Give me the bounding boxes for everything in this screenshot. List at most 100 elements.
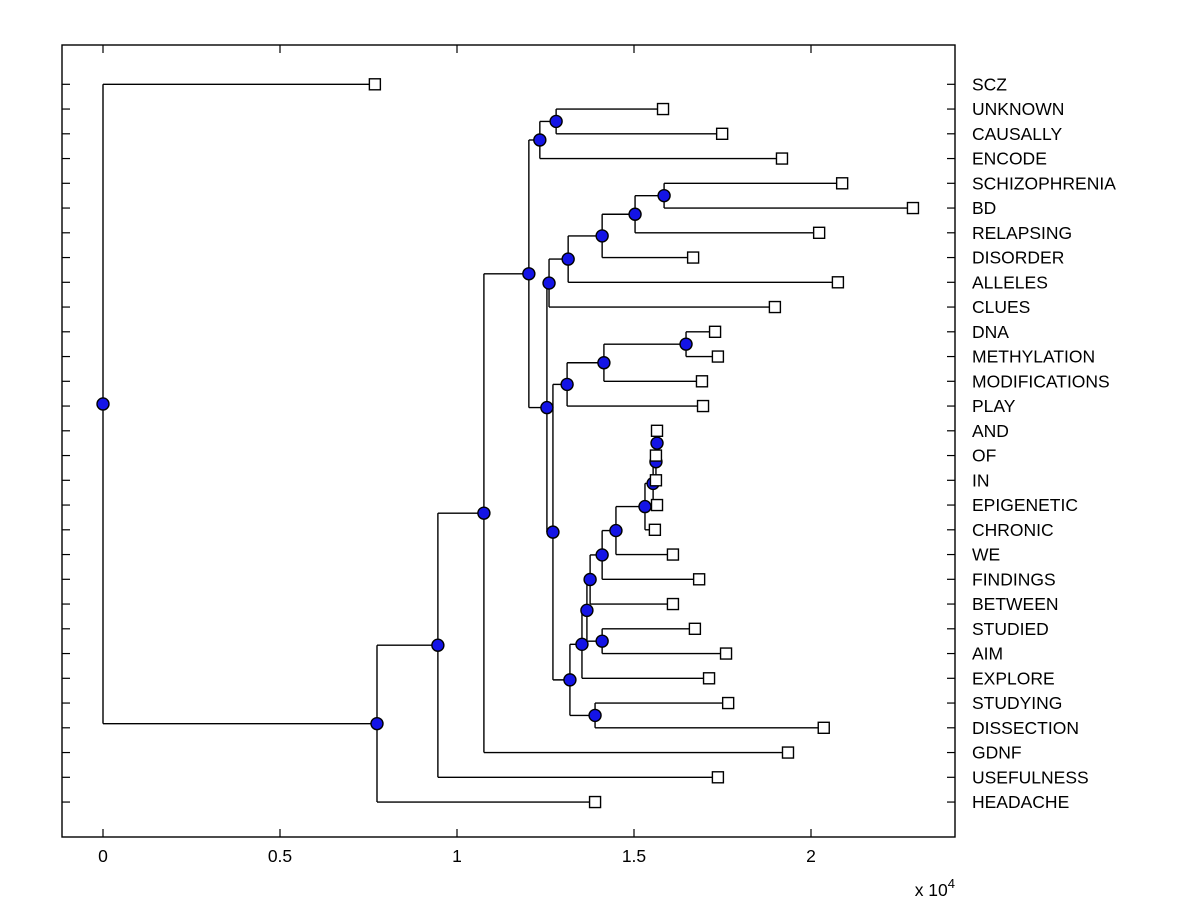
leaf-square-studying[interactable]	[721, 696, 735, 710]
tree-node-dot-n-play-lower[interactable]	[546, 525, 560, 539]
tree-node-dot-n-disorder[interactable]	[595, 229, 609, 243]
tree-node-dot-n-usefulness[interactable]	[431, 638, 445, 652]
leaf-square-relapsing[interactable]	[812, 226, 826, 240]
leaf-square-we[interactable]	[666, 548, 680, 561]
leaf-label-encode: ENCODE	[972, 149, 1047, 169]
leaf-square-clues[interactable]	[768, 300, 782, 314]
leaf-square-usefulness[interactable]	[711, 771, 725, 784]
leaf-square-encode[interactable]	[775, 152, 789, 165]
leaf-label-between: BETWEEN	[972, 594, 1059, 614]
axis-ticks	[62, 45, 955, 837]
leaf-label-aim: AIM	[972, 644, 1003, 664]
leaf-label-explore: EXPLORE	[972, 668, 1055, 688]
leaf-label-chronic: CHRONIC	[972, 520, 1054, 540]
tree-node-dot-n-clues[interactable]	[542, 276, 556, 290]
tree-node-dot-n-gdnf[interactable]	[477, 506, 491, 520]
leaf-square-alleles[interactable]	[831, 276, 845, 289]
leaf-square-chronic[interactable]	[648, 523, 662, 536]
leaf-square-disorder[interactable]	[686, 251, 700, 264]
leaf-square-aim[interactable]	[719, 647, 733, 660]
x-tick-label-0: 0	[98, 846, 108, 866]
leaf-square-studied[interactable]	[688, 622, 702, 635]
leaf-label-modifications: MODIFICATIONS	[972, 371, 1110, 391]
leaf-label-of: OF	[972, 446, 996, 466]
tree-node-dot-n-relapsing[interactable]	[628, 207, 642, 221]
leaf-square-and[interactable]	[650, 424, 664, 437]
tree-node-dot-n-studying-dissection[interactable]	[588, 708, 602, 723]
leaf-label-epigenetic: EPIGENETIC	[972, 495, 1078, 515]
x-tick-label-1.5: 1.5	[622, 846, 646, 866]
leaf-label-alleles: ALLELES	[972, 272, 1048, 292]
tree-node-dot-n-clues-big[interactable]	[540, 400, 554, 415]
leaf-square-unknown[interactable]	[656, 102, 670, 116]
leaf-label-schizophrenia: SCHIZOPHRENIA	[972, 173, 1116, 193]
leaf-labels: SCZ UNKNOWN CAUSALLY ENCODE SCHIZOPHRENIA BD R…	[972, 74, 1116, 812]
tree-node-dot-n-explore[interactable]	[575, 637, 589, 652]
leaf-label-studied: STUDIED	[972, 619, 1049, 639]
tree-node-dot-root[interactable]	[96, 397, 110, 411]
tree-node-dot-n-dna-methylation[interactable]	[679, 337, 693, 351]
leaf-square-methylation[interactable]	[711, 350, 725, 363]
leaf-label-clues: CLUES	[972, 297, 1030, 317]
leaf-square-dissection[interactable]	[817, 721, 830, 734]
tree-branches	[102, 83, 913, 803]
leaf-label-and: AND	[972, 421, 1009, 441]
x-tick-label-0.5: 0.5	[268, 846, 292, 866]
leaf-square-dna[interactable]	[708, 325, 722, 338]
tree-node-dot-n-we[interactable]	[609, 523, 623, 538]
leaf-label-in: IN	[972, 470, 990, 490]
leaf-square-bd[interactable]	[906, 201, 920, 215]
leaf-square-of[interactable]	[649, 449, 663, 462]
tree-node-dot-n-headache[interactable]	[370, 716, 384, 731]
x-axis-exponent-label: x 104	[915, 876, 955, 900]
leaf-label-play: PLAY	[972, 396, 1016, 416]
tree-node-dot-n-lower-join[interactable]	[563, 673, 577, 687]
leaf-label-gdnf: GDNF	[972, 743, 1022, 763]
x-tick-labels: 0 0.5 1 1.5 2	[98, 846, 816, 866]
x-tick-label-2: 2	[806, 846, 816, 866]
leaf-square-findings[interactable]	[692, 573, 706, 586]
leaf-square-scz[interactable]	[368, 78, 382, 91]
leaf-label-we: WE	[972, 545, 1000, 565]
leaf-label-disorder: DISORDER	[972, 248, 1064, 268]
tree-node-dot-n-schiz-bd[interactable]	[657, 188, 671, 203]
tree-node-dot-n-upper-big[interactable]	[522, 267, 536, 281]
leaf-square-modifications[interactable]	[695, 375, 709, 388]
leaf-square-play[interactable]	[696, 399, 710, 413]
leaf-square-epigenetic[interactable]	[650, 498, 664, 512]
leaf-label-relapsing: RELAPSING	[972, 223, 1072, 243]
leaf-label-dna: DNA	[972, 322, 1009, 342]
exponent-value: 4	[948, 876, 955, 891]
leaf-square-headache[interactable]	[588, 795, 602, 809]
leaf-label-usefulness: USEFULNESS	[972, 767, 1089, 787]
leaf-square-between[interactable]	[666, 597, 680, 611]
leaf-label-bd: BD	[972, 198, 996, 218]
tree-node-dot-n-between[interactable]	[583, 572, 597, 587]
leaf-label-causally: CAUSALLY	[972, 124, 1062, 144]
tree-node-dot-n-play[interactable]	[560, 377, 574, 392]
plot-frame	[61, 44, 956, 838]
tree-node-dot-n-alleles[interactable]	[561, 252, 575, 266]
tree-markers	[96, 78, 920, 809]
tree-node-dot-n-mid-lower[interactable]	[580, 603, 594, 618]
tree-node-dot-n-studied-aim[interactable]	[595, 634, 609, 648]
leaf-square-in[interactable]	[649, 474, 663, 487]
leaf-square-gdnf[interactable]	[781, 746, 795, 759]
leaf-label-studying: STUDYING	[972, 693, 1062, 713]
tree-node-dot-n-unknown-causally[interactable]	[549, 114, 563, 129]
leaf-square-explore[interactable]	[702, 672, 716, 685]
tree-node-dot-n-and-of[interactable]	[650, 436, 664, 450]
leaf-square-schizophrenia[interactable]	[835, 177, 849, 190]
x-tick-label-1: 1	[452, 846, 462, 866]
tree-node-dot-n-modifications[interactable]	[597, 356, 611, 370]
plot-box-border	[61, 44, 956, 838]
tree-node-dot-n-encode[interactable]	[533, 133, 547, 147]
exponent-prefix: x 10	[915, 880, 948, 900]
tree-node-dot-n-chronic[interactable]	[638, 499, 652, 514]
tree-node-dot-n-findings[interactable]	[595, 548, 609, 562]
leaf-label-scz: SCZ	[972, 74, 1007, 94]
leaf-square-causally[interactable]	[715, 127, 729, 141]
leaf-label-unknown: UNKNOWN	[972, 99, 1064, 119]
